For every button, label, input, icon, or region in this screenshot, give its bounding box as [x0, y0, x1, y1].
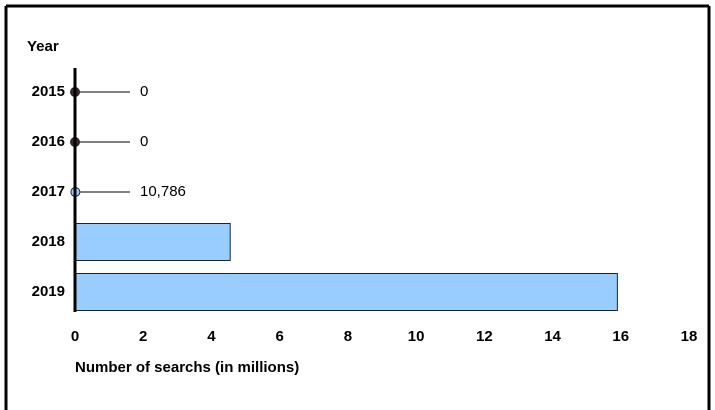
x-tick-label: 12	[476, 328, 493, 345]
x-tick-label: 6	[275, 328, 283, 345]
y-tick-label: 2017	[32, 183, 65, 200]
x-tick-label: 16	[612, 328, 629, 345]
x-tick-label: 18	[681, 328, 698, 345]
value-label: 10,786	[140, 183, 186, 200]
bar	[74, 223, 231, 261]
x-tick-label: 8	[344, 328, 352, 345]
x-tick-label: 0	[71, 328, 79, 345]
x-tick-label: 2	[139, 328, 147, 345]
x-tick-label: 4	[207, 328, 216, 345]
y-tick-label: 2015	[32, 83, 65, 100]
y-tick-label: 2019	[32, 283, 65, 300]
x-tick-label: 14	[544, 328, 561, 345]
x-axis-title: Number of searchs (in millions)	[75, 359, 299, 376]
x-tick-label: 10	[408, 328, 425, 345]
y-tick-label: 2016	[32, 133, 65, 150]
y-tick-label: 2018	[32, 233, 65, 250]
value-label: 0	[140, 83, 148, 100]
value-label: 0	[140, 133, 148, 150]
y-axis-title: Year	[27, 38, 59, 55]
bar	[74, 273, 618, 311]
